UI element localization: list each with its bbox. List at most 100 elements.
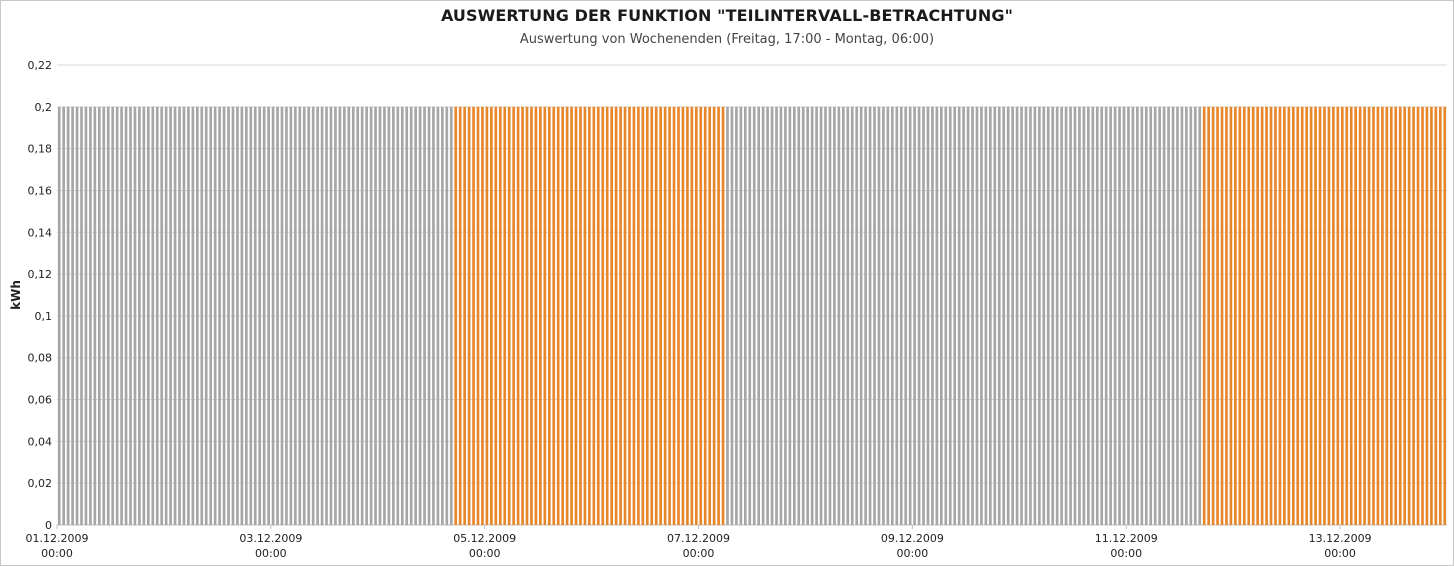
bar: [895, 106, 899, 525]
bar: [245, 106, 248, 525]
bar: [810, 106, 814, 525]
bar: [1113, 106, 1117, 525]
bar: [819, 106, 823, 525]
bar: [97, 106, 101, 525]
bar-weekend: [614, 106, 618, 525]
bar-weekend: [1283, 106, 1286, 525]
bar: [249, 106, 253, 525]
bar: [138, 106, 141, 525]
bar: [922, 106, 925, 525]
gridlines: [57, 64, 1447, 526]
bar: [833, 106, 836, 525]
bar-weekend: [1256, 106, 1259, 525]
bar-weekend: [1434, 106, 1438, 525]
chart-subtitle: Auswertung von Wochenenden (Freitag, 17:…: [519, 32, 935, 47]
y-tick-label: 0: [45, 519, 52, 532]
bar-weekend: [1305, 106, 1308, 525]
bar-weekend: [1349, 106, 1353, 525]
bar: [948, 106, 952, 525]
bar-weekend: [556, 106, 560, 525]
bar-weekend: [708, 106, 712, 525]
bar: [133, 106, 137, 525]
bar: [383, 106, 386, 525]
y-tick-label: 0,16: [28, 184, 53, 197]
bar: [267, 106, 270, 525]
bar: [752, 106, 756, 525]
bar: [405, 106, 409, 525]
bar-weekend: [1309, 106, 1313, 525]
y-axis-ticks: 0 0,02 0,04 0,06 0,08 0,1 0,12 0,14 0,16 0,18 0,2 0…: [28, 59, 53, 532]
bar-weekend: [596, 106, 600, 525]
x-tick-time: 00:00: [1110, 547, 1142, 560]
bar: [962, 106, 965, 525]
bar: [1167, 106, 1170, 525]
bar: [173, 106, 177, 525]
bar-weekend: [1394, 106, 1398, 525]
bar: [227, 106, 230, 525]
bar: [797, 106, 801, 525]
bar: [1095, 106, 1099, 525]
bar-weekend: [619, 106, 622, 525]
bar-weekend: [467, 106, 471, 525]
bar: [409, 106, 413, 525]
bar: [325, 106, 328, 525]
bar: [846, 106, 850, 525]
bar: [57, 106, 61, 525]
bar: [1109, 106, 1112, 525]
y-tick-label: 0,06: [28, 394, 53, 407]
bar: [1127, 106, 1130, 525]
bar: [365, 106, 368, 525]
bar: [1046, 106, 1050, 525]
bar: [940, 106, 943, 525]
bar: [1038, 106, 1041, 525]
bar: [957, 106, 961, 525]
x-tick-date: 05.12.2009: [453, 532, 516, 545]
bar: [182, 106, 186, 525]
bar: [1144, 106, 1148, 525]
bar-weekend: [645, 106, 649, 525]
bar: [1060, 106, 1063, 525]
bar-weekend: [1251, 106, 1255, 525]
bar-weekend: [677, 106, 680, 525]
x-tick-date: 11.12.2009: [1095, 532, 1158, 545]
bar-weekend: [1398, 106, 1402, 525]
bar: [289, 106, 293, 525]
bar-weekend: [1416, 106, 1420, 525]
bar: [66, 106, 70, 525]
bar: [329, 106, 333, 525]
bar-series: [57, 106, 1447, 525]
bar: [351, 106, 355, 525]
bar-weekend: [1323, 106, 1326, 525]
bar-weekend: [659, 106, 662, 525]
bar: [347, 106, 351, 525]
bar-weekend: [641, 106, 645, 525]
bar-weekend: [498, 106, 502, 525]
bar: [1033, 106, 1037, 525]
bar: [111, 106, 115, 525]
bar: [146, 106, 150, 525]
bar: [1064, 106, 1068, 525]
bar: [1042, 106, 1046, 525]
bar-weekend: [507, 106, 511, 525]
bar: [400, 106, 404, 525]
bar-weekend: [1421, 106, 1424, 525]
bar: [855, 106, 859, 525]
bar: [1198, 106, 1202, 525]
bar-weekend: [632, 106, 636, 525]
bar: [966, 106, 970, 525]
bar: [151, 106, 155, 525]
bar-weekend: [694, 106, 698, 525]
bar: [236, 106, 239, 525]
bar: [338, 106, 342, 525]
bar: [1069, 106, 1072, 525]
bar-weekend: [534, 106, 538, 525]
bar-weekend: [1300, 106, 1304, 525]
bar: [276, 106, 279, 525]
bar-weekend: [690, 106, 694, 525]
bar: [115, 106, 119, 525]
y-tick-label: 0,14: [28, 226, 53, 239]
bar: [1118, 106, 1121, 525]
bar: [877, 106, 881, 525]
y-tick-label: 0,04: [28, 435, 53, 448]
bar: [1131, 106, 1135, 525]
